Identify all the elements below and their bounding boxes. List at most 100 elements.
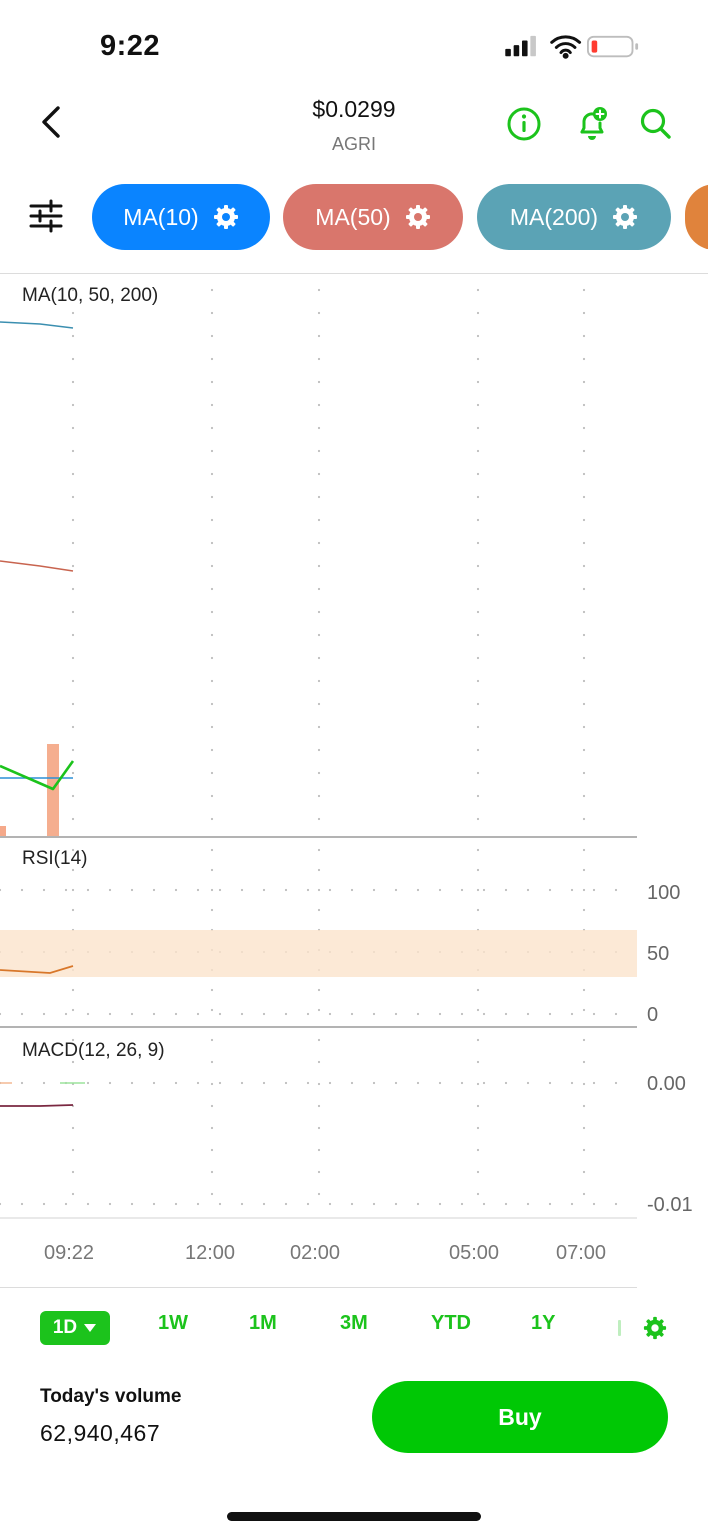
grid-dot (416, 1202, 420, 1206)
grid-dot (174, 1202, 178, 1206)
grid-dot (210, 380, 214, 384)
grid-dot (306, 1202, 310, 1206)
grid-dot (582, 449, 586, 453)
timeframe-3m-button[interactable]: 3M (340, 1312, 368, 1334)
stock-chart[interactable] (0, 272, 708, 1232)
grid-dot (476, 288, 480, 292)
grid-dot (210, 1104, 214, 1108)
grid-dot (71, 679, 75, 683)
grid-dot (476, 794, 480, 798)
status-bar: 9:22 (0, 0, 708, 90)
search-icon[interactable] (638, 106, 674, 142)
grid-dot (394, 888, 398, 892)
wifi-icon (550, 35, 582, 59)
grid-dot (210, 1038, 214, 1042)
grid-dot (71, 380, 75, 384)
ma200-indicator-pill[interactable]: MA(200) (477, 184, 671, 250)
grid-dot (482, 1012, 486, 1016)
ma200-label: MA(200) (509, 203, 599, 230)
grid-dot (130, 1012, 134, 1016)
grid-dot (71, 988, 75, 992)
grid-dot (476, 610, 480, 614)
grid-dot (317, 472, 321, 476)
grid-dot (476, 311, 480, 315)
info-icon[interactable] (506, 106, 542, 142)
grid-dot (317, 541, 321, 545)
grid-dot (152, 1012, 156, 1016)
grid-dot (476, 541, 480, 545)
filter-sliders-icon[interactable] (28, 198, 64, 234)
grid-dot (582, 311, 586, 315)
grid-dot (582, 518, 586, 522)
macd-axis-min: -0.01 (647, 1194, 693, 1216)
grid-dot (372, 1081, 376, 1085)
grid-dot (582, 357, 586, 361)
grid-dot (64, 1012, 68, 1016)
x-axis-label: 12:00 (185, 1242, 236, 1264)
grid-dot (0, 888, 2, 892)
add-alert-icon[interactable] (574, 106, 610, 142)
grid-dot (284, 1081, 288, 1085)
rsi-axis-50: 50 (647, 943, 670, 965)
grid-dot (317, 1008, 321, 1012)
grid-dot (582, 1192, 586, 1196)
grid-dot (317, 380, 321, 384)
grid-dot (130, 1202, 134, 1206)
grid-dot (476, 1038, 480, 1042)
grid-dot (476, 403, 480, 407)
grid-dot (210, 794, 214, 798)
grid-dot (262, 888, 266, 892)
ma10-indicator-pill[interactable]: MA(10) (92, 184, 270, 250)
grid-dot (317, 495, 321, 499)
macd-panel-label: MACD(12, 26, 9) (22, 1040, 165, 1061)
rsi-panel-label: RSI(14) (22, 848, 88, 869)
chart-settings-gear-icon[interactable] (643, 1316, 667, 1340)
timeframe-1y-button[interactable]: 1Y (531, 1312, 556, 1334)
grid-dot (582, 564, 586, 568)
grid-dot (210, 449, 214, 453)
grid-dot (71, 1060, 75, 1064)
grid-dot (71, 449, 75, 453)
buy-button[interactable]: Buy (372, 1381, 668, 1453)
ma50-indicator-pill[interactable]: MA(50) (283, 184, 463, 250)
grid-dot (240, 888, 244, 892)
grid-dot (196, 1202, 200, 1206)
next-indicator-pill[interactable] (685, 184, 708, 250)
grid-dot (210, 1148, 214, 1152)
grid-dot (71, 748, 75, 752)
grid-dot (476, 1170, 480, 1174)
timeframe-1m-button[interactable]: 1M (249, 1312, 277, 1334)
grid-dot (71, 633, 75, 637)
grid-dot (210, 725, 214, 729)
grid-dot (350, 1081, 354, 1085)
grid-dot (174, 1081, 178, 1085)
timeframe-1d-button[interactable]: 1D (40, 1311, 110, 1345)
grid-dot (438, 1012, 442, 1016)
grid-dot (130, 888, 134, 892)
grid-dot (108, 1202, 112, 1206)
grid-dot (317, 587, 321, 591)
back-button[interactable] (34, 102, 70, 142)
grid-dot (64, 888, 68, 892)
grid-dot (614, 1012, 618, 1016)
grid-dot (582, 587, 586, 591)
grid-dot (0, 1012, 2, 1016)
grid-dot (71, 868, 75, 872)
grid-dot (317, 868, 321, 872)
status-time: 9:22 (100, 30, 161, 62)
grid-dot (592, 1202, 596, 1206)
grid-dot (476, 518, 480, 522)
grid-dot (476, 426, 480, 430)
grid-dot (306, 888, 310, 892)
grid-dot (210, 1082, 214, 1086)
grid-dot (582, 380, 586, 384)
timeframe-ytd-button[interactable]: YTD (431, 1312, 471, 1334)
grid-dot (582, 725, 586, 729)
grid-dot (317, 725, 321, 729)
grid-dot (317, 794, 321, 798)
grid-dot (570, 1081, 574, 1085)
grid-dot (210, 1008, 214, 1012)
grid-dot (306, 1081, 310, 1085)
timeframe-1w-button[interactable]: 1W (158, 1312, 188, 1334)
grid-dot (210, 541, 214, 545)
